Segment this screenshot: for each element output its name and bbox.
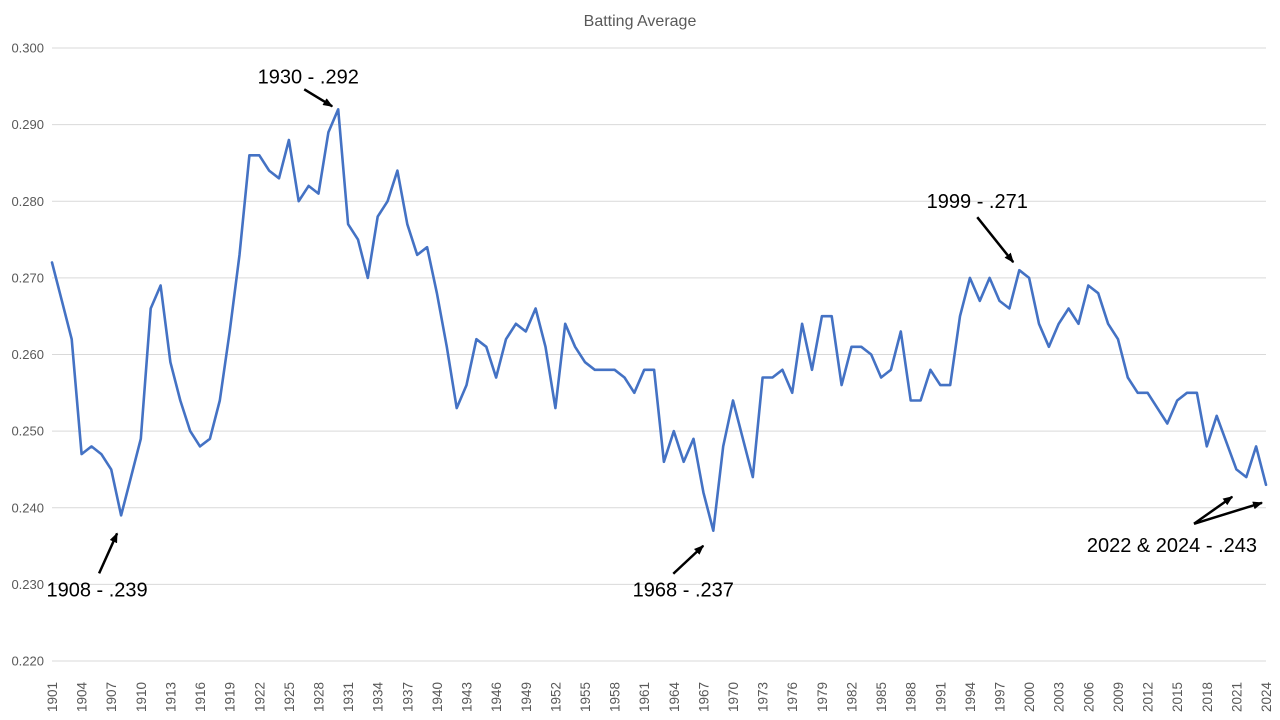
- x-tick-label: 1982: [844, 682, 859, 712]
- x-tick-label: 1949: [519, 682, 534, 712]
- x-tick-label: 2003: [1052, 682, 1067, 712]
- x-tick-label: 1991: [933, 682, 948, 712]
- x-tick-label: 1961: [637, 682, 652, 712]
- x-tick-label: 1931: [341, 682, 356, 712]
- x-tick-label: 1970: [726, 682, 741, 712]
- gridlines: [52, 47, 1266, 662]
- x-tick-label: 1964: [667, 681, 682, 712]
- x-tick-label: 1988: [904, 682, 919, 712]
- y-tick-label: 0.220: [11, 654, 44, 669]
- y-tick-label: 0.300: [11, 41, 44, 56]
- x-tick-label: 1976: [785, 682, 800, 712]
- y-tick-label: 0.270: [11, 270, 44, 285]
- x-tick-label: 1937: [400, 682, 415, 712]
- annotation-arrow: [303, 88, 334, 108]
- x-tick-label: 2024: [1259, 681, 1274, 712]
- x-tick-label: 1955: [578, 682, 593, 712]
- x-tick-label: 1919: [223, 682, 238, 712]
- x-tick-label: 1922: [252, 682, 267, 712]
- x-tick-label: 1913: [163, 682, 178, 712]
- annotation-arrow: [1193, 501, 1263, 525]
- x-tick-label: 1958: [608, 682, 623, 712]
- x-tick-label: 1901: [45, 682, 60, 712]
- series-layer: [50, 108, 1268, 533]
- x-tick-label: 1985: [874, 682, 889, 712]
- x-tick-label: 1979: [815, 682, 830, 712]
- y-tick-label: 0.230: [11, 577, 44, 592]
- y-tick-label: 0.250: [11, 424, 44, 439]
- x-tick-label: 2015: [1170, 682, 1185, 712]
- annotation-arrow: [1193, 495, 1234, 525]
- x-tick-label: 2021: [1229, 682, 1244, 712]
- x-tick-label: 1925: [282, 682, 297, 712]
- annotation-label: 1930 - .292: [258, 66, 359, 88]
- x-tick-label: 2000: [1022, 682, 1037, 712]
- annotation-arrow: [97, 532, 119, 574]
- x-tick-label: 1973: [756, 682, 771, 712]
- x-tick-label: 1904: [75, 681, 90, 712]
- x-tick-label: 1907: [104, 682, 119, 712]
- annotation-arrow: [976, 216, 1015, 263]
- x-axis-tick-labels: 1901 1904 1907 1910 1913 1916 1919 1922 1925 1928…: [45, 681, 1274, 712]
- x-tick-label: 1997: [993, 682, 1008, 712]
- x-tick-label: 2006: [1081, 682, 1096, 712]
- annotations: 1930 - .292 1908 - .239 1968 - .237 1999 - …: [46, 66, 1263, 602]
- x-tick-label: 1916: [193, 682, 208, 712]
- y-tick-label: 0.280: [11, 194, 44, 209]
- x-tick-label: 1952: [548, 682, 563, 712]
- annotation-label: 1999 - .271: [927, 191, 1028, 213]
- x-tick-label: 2018: [1200, 682, 1215, 712]
- annotation-label: 1968 - .237: [633, 580, 734, 602]
- x-tick-label: 1934: [371, 681, 386, 712]
- annotation-label: 2022 & 2024 - .243: [1087, 535, 1257, 557]
- x-tick-label: 1994: [963, 681, 978, 712]
- x-tick-label: 1946: [489, 682, 504, 712]
- y-axis-tick-labels: 0.220 0.230 0.240 0.250 0.260 0.270 0.280 0.290…: [11, 41, 44, 669]
- annotation-arrow: [672, 544, 705, 575]
- x-tick-label: 1910: [134, 682, 149, 712]
- annotation-label: 1908 - .239: [46, 579, 147, 601]
- x-tick-label: 1943: [460, 682, 475, 712]
- x-tick-label: 1967: [696, 682, 711, 712]
- y-tick-label: 0.290: [11, 117, 44, 132]
- x-tick-label: 2009: [1111, 682, 1126, 712]
- chart-title: Batting Average: [584, 13, 697, 30]
- x-tick-label: 1940: [430, 682, 445, 712]
- y-tick-label: 0.240: [11, 500, 44, 515]
- x-tick-label: 1928: [311, 682, 326, 712]
- series-line: [50, 108, 1268, 533]
- y-tick-label: 0.260: [11, 347, 44, 362]
- x-tick-label: 2012: [1141, 682, 1156, 712]
